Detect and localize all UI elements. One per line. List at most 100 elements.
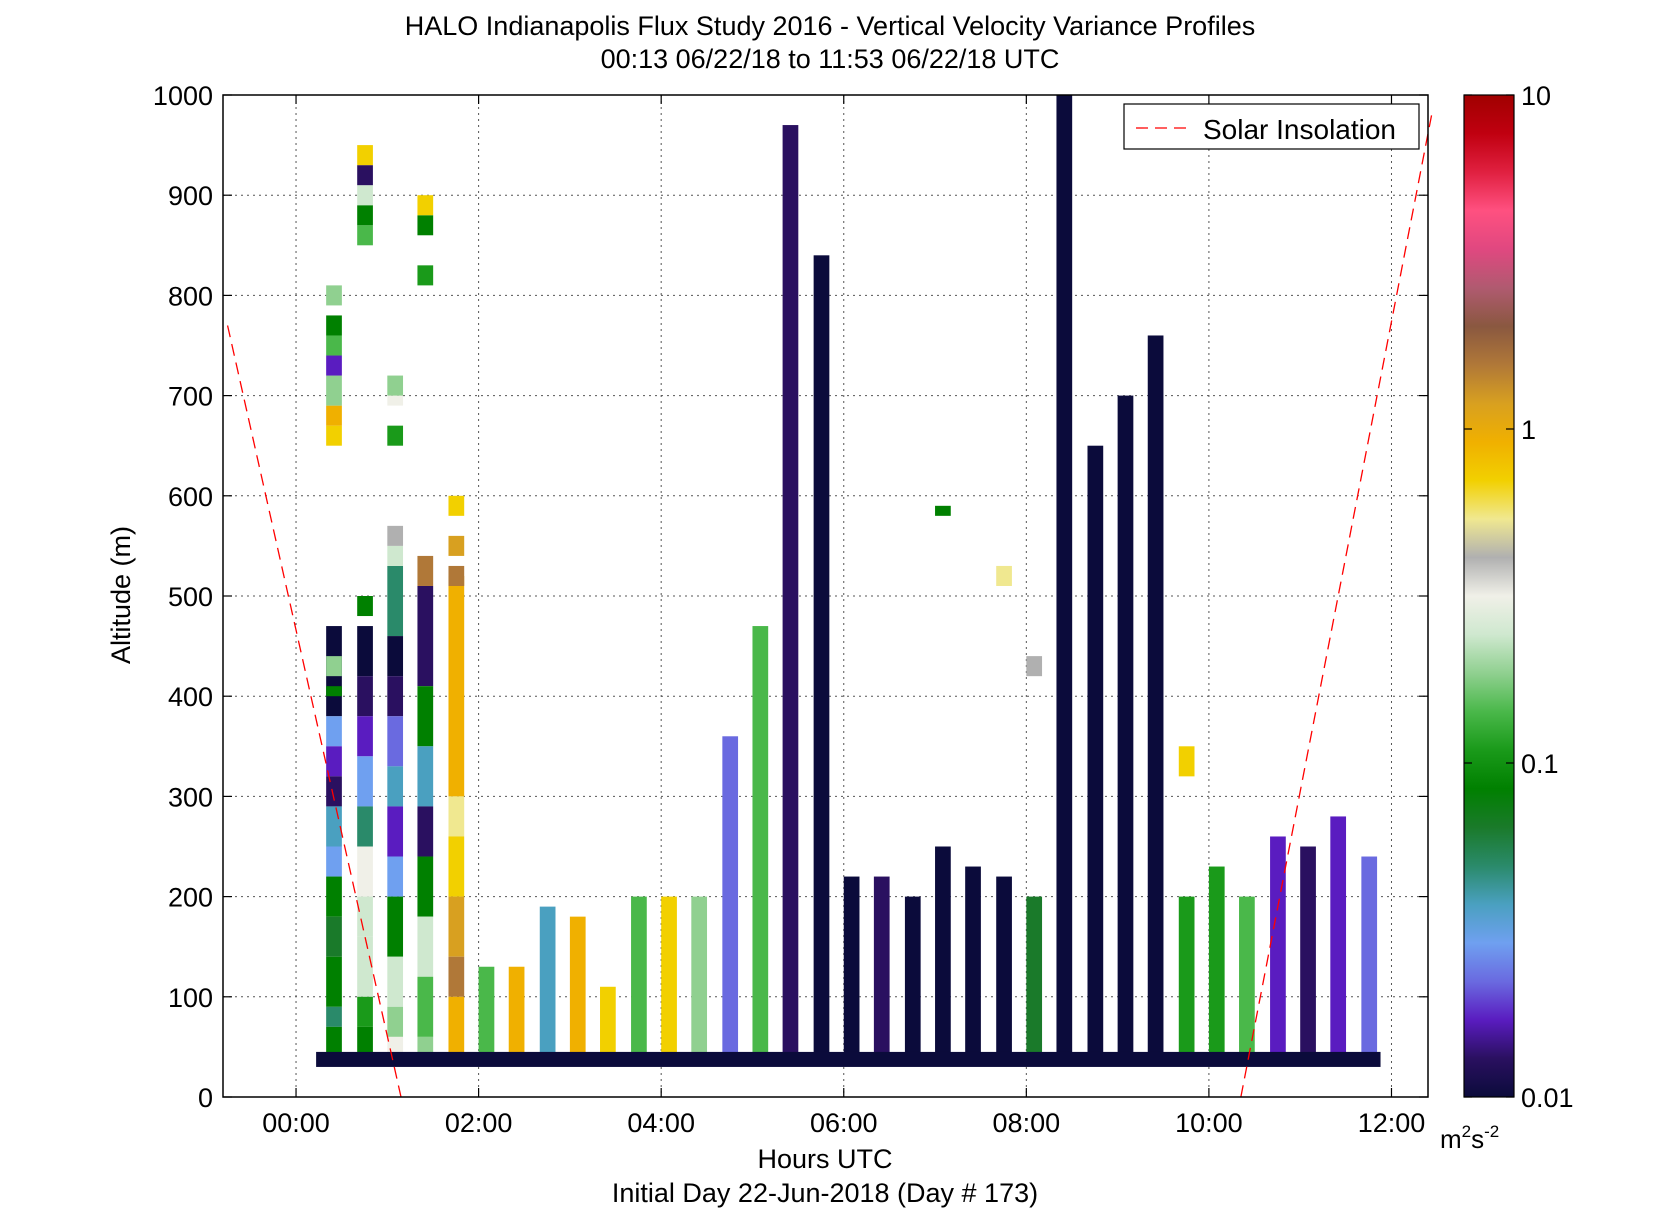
heatmap-cell-0-3 [326,776,342,807]
colorbar: 10 1 0.1 0.01 m2s-2 [1440,81,1574,1154]
heatmap-cell-4-1 [448,796,465,837]
heatmap-cell-4-4 [448,956,465,997]
x-tick-label-4: 08:00 [993,1108,1061,1138]
heatmap-cell-9-0 [600,986,616,1057]
variance-cells [316,95,1381,1067]
solar-insolation-line-1 [1240,109,1434,1098]
heatmap-cell-29-0 [1208,866,1225,1057]
heatmap-cell-3-9 [417,265,434,286]
heatmap-cell-27-0 [1147,335,1164,1057]
heatmap-cell-3-11 [417,195,434,216]
y-tick-label-0: 0 [198,1083,213,1113]
heatmap-cell-28-1 [1178,746,1195,777]
heatmap-cell-14-0 [752,626,769,1057]
heatmap-cell-0-11 [326,686,342,697]
heatmap-cell-10-0 [631,896,647,1057]
heatmap-cell-2-13 [387,425,404,446]
heatmap-cell-2-6 [387,856,404,897]
heatmap-cell-18-0 [873,876,890,1057]
legend-label: Solar Insolation [1203,114,1396,145]
heatmap-cell-0-16 [326,355,342,376]
heatmap-cell-2-15 [387,375,404,396]
heatmap-cell-1-9 [357,996,373,1027]
heatmap-cell-17-0 [843,876,860,1057]
y-tick-label-4: 400 [168,682,213,712]
colorbar-unit-sup2: -2 [1484,1122,1499,1141]
plot-area: 00:00 02:00 04:00 06:00 08:00 10:00 12:00 0 100… [153,81,1434,1138]
heatmap-cell-0-15 [326,375,342,406]
heatmap-cell-4-0 [448,575,465,797]
legend-frame [1123,103,1420,150]
x-tick-label-5: 10:00 [1175,1108,1243,1138]
colorbar-gradient [1463,94,1515,1098]
x-tick-label-0: 00:00 [262,1108,330,1138]
heatmap-cell-1-4 [357,756,373,807]
colorbar-unit-m: m [1440,1124,1462,1154]
heatmap-cell-1-2 [357,676,373,717]
heatmap-cell-24-0 [1056,95,1073,1057]
y-tick-label-7: 700 [168,382,213,412]
heatmap-cell-4-2 [448,836,465,897]
heatmap-cell-12-0 [691,896,708,1057]
y-tick-label-2: 200 [168,883,213,913]
y-tick-label-10: 1000 [153,81,213,111]
heatmap-cell-0-14 [326,405,342,426]
heatmap-cell-2-3 [387,716,404,767]
y-tick-label-3: 300 [168,782,213,812]
y-tick-label-1: 100 [168,983,213,1013]
heatmap-cell-1-10 [357,1026,373,1057]
heatmap-cell-22-1 [996,565,1012,586]
heatmap-cell-4-8 [448,565,465,586]
heatmap-cell-3-2 [417,746,434,807]
heatmap-cell-0-18 [326,315,342,336]
heatmap-cell-1-8 [357,936,373,997]
heatmap-cell-0-6 [326,876,342,917]
heatmap-cell-8-0 [569,916,586,1057]
heatmap-cell-4-7 [448,535,465,556]
heatmap-cell-3-0 [417,585,434,687]
heatmap-cell-1-14 [357,165,373,186]
heatmap-cell-1-15 [357,145,373,166]
heatmap-cell-1-6 [357,846,373,897]
legend-box: Solar Insolation [1123,103,1420,150]
heatmap-cell-1-13 [357,185,373,206]
colorbar-unit-s: s [1471,1124,1484,1154]
colorbar-tick-label-3: 0.01 [1521,1083,1574,1113]
heatmap-cell-1-11 [357,225,373,246]
heatmap-cell-2-1 [387,636,404,677]
heatmap-cell-13-0 [722,736,739,1057]
heatmap-cell-21-0 [965,866,981,1057]
heatmap-cell-0-13 [326,425,342,446]
heatmap-cell-3-5 [417,916,434,977]
heatmap-cell-3-10 [417,215,434,236]
heatmap-cell-26-0 [1117,395,1134,1057]
x-tick-label-6: 12:00 [1358,1108,1426,1138]
heatmap-cell-0-7 [326,916,342,957]
heatmap-cell-32-0 [1300,846,1316,1057]
heatmap-cell-2-8 [387,956,404,1007]
heatmap-cell-3-4 [417,856,434,917]
colorbar-tick-label-2: 0.1 [1521,749,1559,779]
solar-insolation-lines [226,109,1434,1098]
y-axis-ticks: 0 100 200 300 400 500 600 700 800 900 1000 [153,81,1428,1113]
heatmap-cell-16-0 [813,255,830,1057]
heatmap-cell-15-0 [782,125,799,1057]
y-axis-label: Altitude (m) [106,526,136,664]
heatmap-cell-22-0 [996,876,1012,1057]
colorbar-unit-label: m2s-2 [1440,1122,1499,1154]
heatmap-cell-31-0 [1270,836,1286,1057]
colorbar-ticks: 10 1 0.1 0.01 [1464,81,1574,1113]
heatmap-cell-2-11 [387,545,404,566]
heatmap-cell-1-5 [357,806,373,847]
chart-subtitle: 00:13 06/22/18 to 11:53 06/22/18 UTC [601,44,1060,74]
heatmap-cell-0-1 [326,716,342,747]
heatmap-cell-0-9 [326,1006,342,1027]
heatmap-cell-1-1 [357,626,373,677]
heatmap-cell-25-0 [1087,445,1104,1057]
chart-title: HALO Indianapolis Flux Study 2016 - Vert… [405,11,1255,41]
colorbar-tick-label-1: 1 [1521,415,1536,445]
heatmap-bottom-row [316,1051,1381,1067]
heatmap-cell-4-6 [448,495,465,516]
heatmap-cell-3-6 [417,976,434,1037]
x-tick-label-2: 04:00 [627,1108,695,1138]
